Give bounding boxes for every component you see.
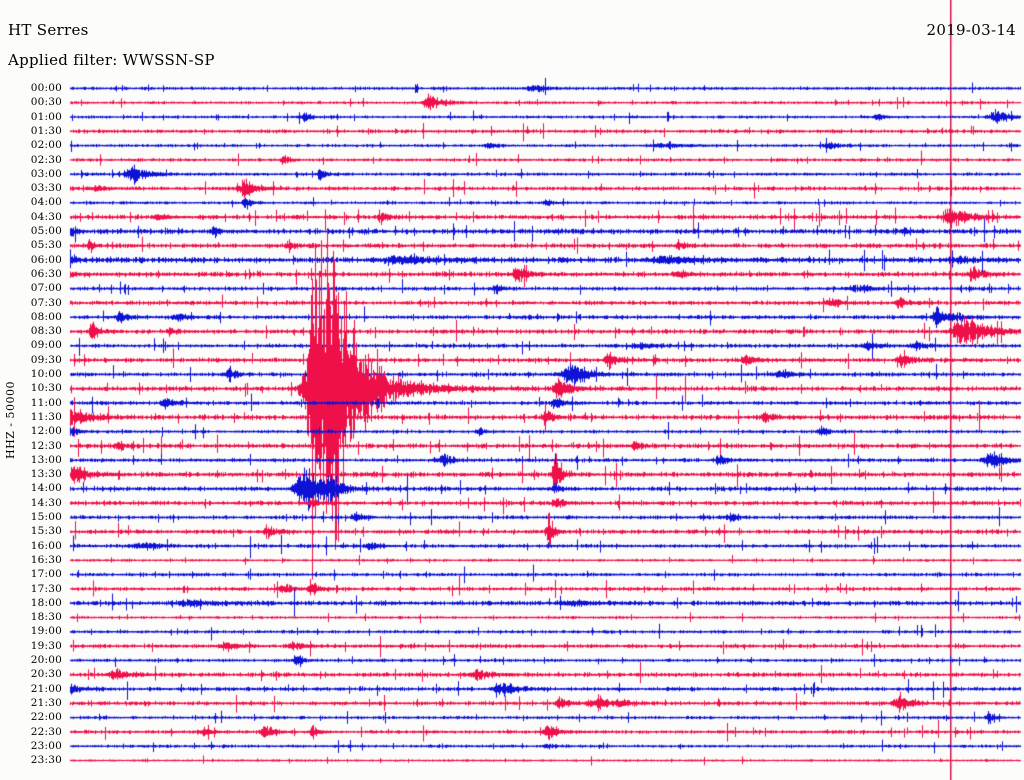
- row-label: 15:00: [30, 511, 62, 523]
- row-label: 03:00: [30, 167, 62, 180]
- row-label: 10:30: [30, 382, 62, 395]
- row-label: 19:30: [30, 639, 62, 652]
- row-label: 00:00: [30, 82, 62, 94]
- row-label: 22:30: [30, 725, 62, 738]
- row-label: 08:30: [30, 325, 62, 338]
- row-label: 02:00: [30, 139, 62, 152]
- row-label: 21:30: [30, 696, 62, 709]
- row-label: 16:30: [30, 553, 62, 566]
- row-label: 08:00: [30, 310, 62, 323]
- row-label: 06:30: [30, 267, 62, 280]
- row-label: 19:00: [30, 625, 62, 638]
- row-label: 11:00: [30, 396, 62, 409]
- row-label: 02:30: [30, 153, 62, 166]
- row-label: 09:00: [30, 339, 62, 352]
- row-label: 18:00: [30, 596, 62, 609]
- row-label: 23:00: [30, 739, 62, 752]
- row-label: 14:00: [30, 482, 62, 495]
- row-label: 11:30: [30, 410, 62, 423]
- row-label: 18:30: [30, 611, 62, 624]
- row-label: 16:00: [30, 539, 62, 552]
- row-label: 06:00: [30, 253, 62, 266]
- row-label: 03:30: [30, 182, 62, 195]
- row-label: 01:00: [30, 110, 62, 123]
- row-label: 04:30: [30, 210, 62, 223]
- row-label: 17:00: [30, 568, 62, 581]
- row-label: 15:30: [30, 525, 62, 538]
- row-label: 12:00: [30, 425, 62, 438]
- row-label: 07:00: [30, 282, 62, 295]
- row-label: 14:30: [30, 496, 62, 509]
- station-title: HT Serres: [8, 21, 89, 39]
- row-label: 07:30: [30, 296, 62, 309]
- row-label: 13:00: [30, 453, 62, 466]
- row-label: 12:30: [30, 439, 62, 452]
- row-label: 17:30: [30, 582, 62, 595]
- row-label: 05:30: [30, 239, 62, 252]
- row-label: 21:00: [30, 682, 62, 695]
- row-label: 00:30: [30, 96, 62, 109]
- row-label: 23:30: [30, 754, 62, 767]
- report-date: 2019-03-14: [926, 21, 1016, 39]
- row-label: 22:00: [30, 711, 62, 724]
- row-label: 20:30: [30, 668, 62, 681]
- row-label: 20:00: [30, 654, 62, 666]
- row-label: 05:00: [30, 225, 62, 237]
- row-label: 04:00: [30, 196, 62, 209]
- row-label: 01:30: [30, 124, 62, 137]
- filter-label: Applied filter: WWSSN-SP: [8, 51, 215, 69]
- row-label: 13:30: [30, 468, 62, 481]
- row-label: 09:30: [30, 353, 62, 366]
- row-label: 10:00: [30, 368, 62, 380]
